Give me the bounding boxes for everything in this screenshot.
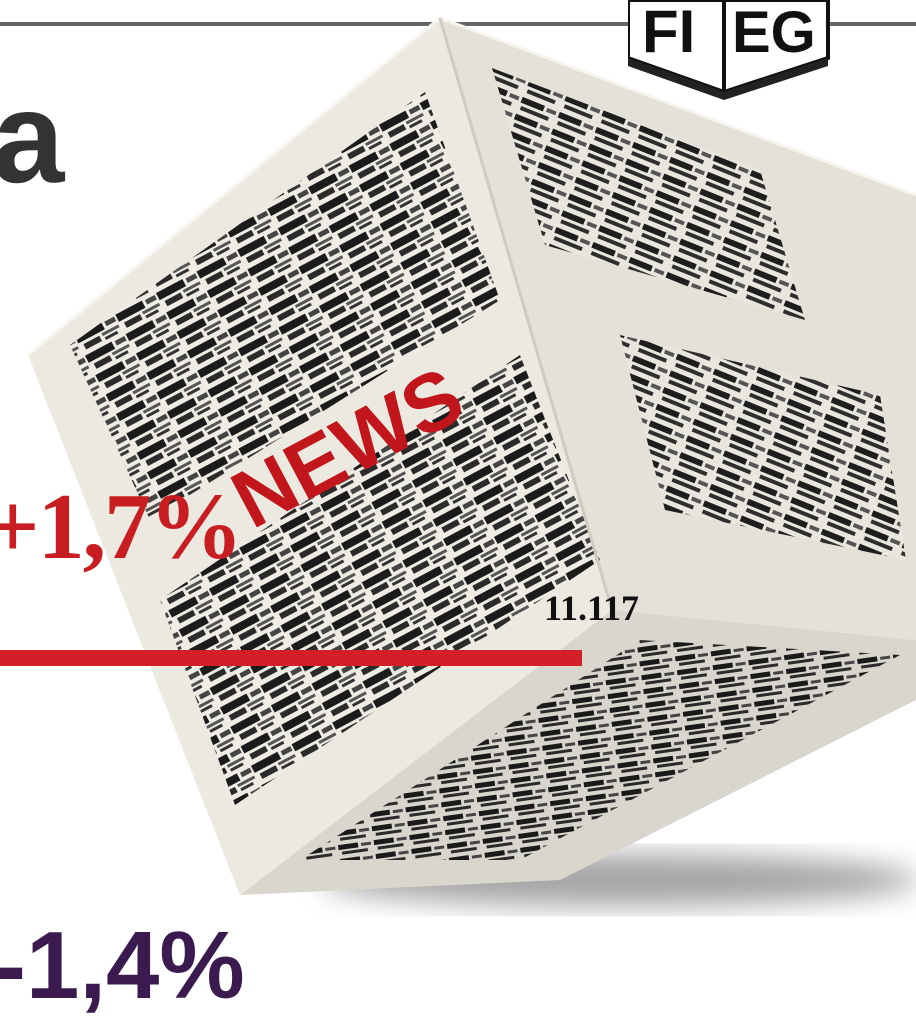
headline-fragment: a xyxy=(0,64,65,210)
newspaper-cube-image: NEWS xyxy=(27,16,916,906)
chart-bar xyxy=(0,650,582,666)
bar-data-label: 11.117 xyxy=(544,588,640,628)
fieg-logo: FI EG xyxy=(626,0,838,100)
change-annotation: +1,7% xyxy=(0,475,243,579)
svg-text:EG: EG xyxy=(732,0,816,65)
bottom-partial-label: -1,4% xyxy=(0,912,245,1019)
svg-text:FI: FI xyxy=(642,0,695,65)
